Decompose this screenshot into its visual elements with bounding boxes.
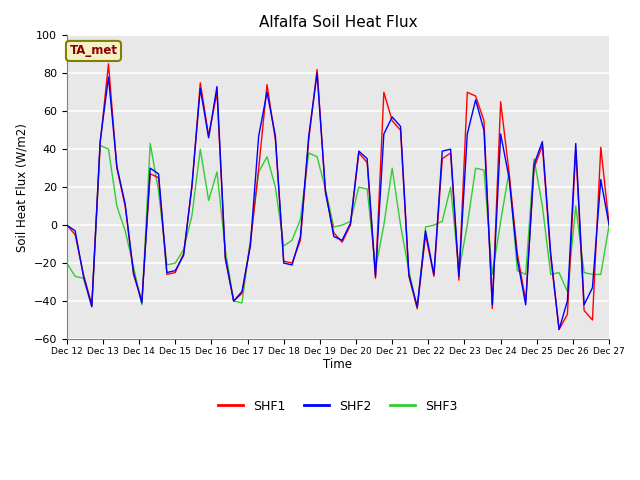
Line: SHF2: SHF2 (67, 73, 609, 329)
SHF3 (205, 198, 212, 204)
X-axis label: Time: Time (323, 359, 353, 372)
SHF1 (556, 326, 563, 332)
SHF2 (605, 222, 613, 228)
SHF3 (238, 300, 246, 306)
SHF1 (238, 290, 246, 296)
SHF2 (296, 234, 304, 240)
SHF1 (105, 61, 113, 67)
Line: SHF1: SHF1 (67, 64, 609, 329)
SHF3 (313, 154, 321, 160)
SHF1 (497, 99, 504, 105)
SHF3 (63, 260, 70, 266)
SHF3 (413, 306, 421, 312)
SHF2 (313, 71, 321, 76)
SHF3 (605, 222, 613, 228)
SHF1 (205, 133, 212, 139)
SHF3 (305, 150, 312, 156)
SHF1 (313, 67, 321, 72)
SHF2 (556, 326, 563, 332)
SHF2 (105, 74, 113, 80)
SHF2 (305, 133, 312, 139)
Y-axis label: Soil Heat Flux (W/m2): Soil Heat Flux (W/m2) (15, 123, 28, 252)
SHF1 (113, 165, 121, 171)
SHF3 (147, 141, 154, 146)
SHF2 (63, 222, 70, 228)
Legend: SHF1, SHF2, SHF3: SHF1, SHF2, SHF3 (213, 395, 463, 418)
SHF3 (505, 169, 513, 175)
Line: SHF3: SHF3 (67, 144, 609, 309)
SHF2 (497, 131, 504, 137)
SHF1 (305, 137, 312, 143)
Text: TA_met: TA_met (70, 45, 118, 58)
SHF3 (105, 146, 113, 152)
SHF2 (230, 298, 237, 304)
SHF2 (196, 85, 204, 91)
SHF1 (63, 222, 70, 228)
Title: Alfalfa Soil Heat Flux: Alfalfa Soil Heat Flux (259, 15, 417, 30)
SHF1 (605, 222, 613, 228)
